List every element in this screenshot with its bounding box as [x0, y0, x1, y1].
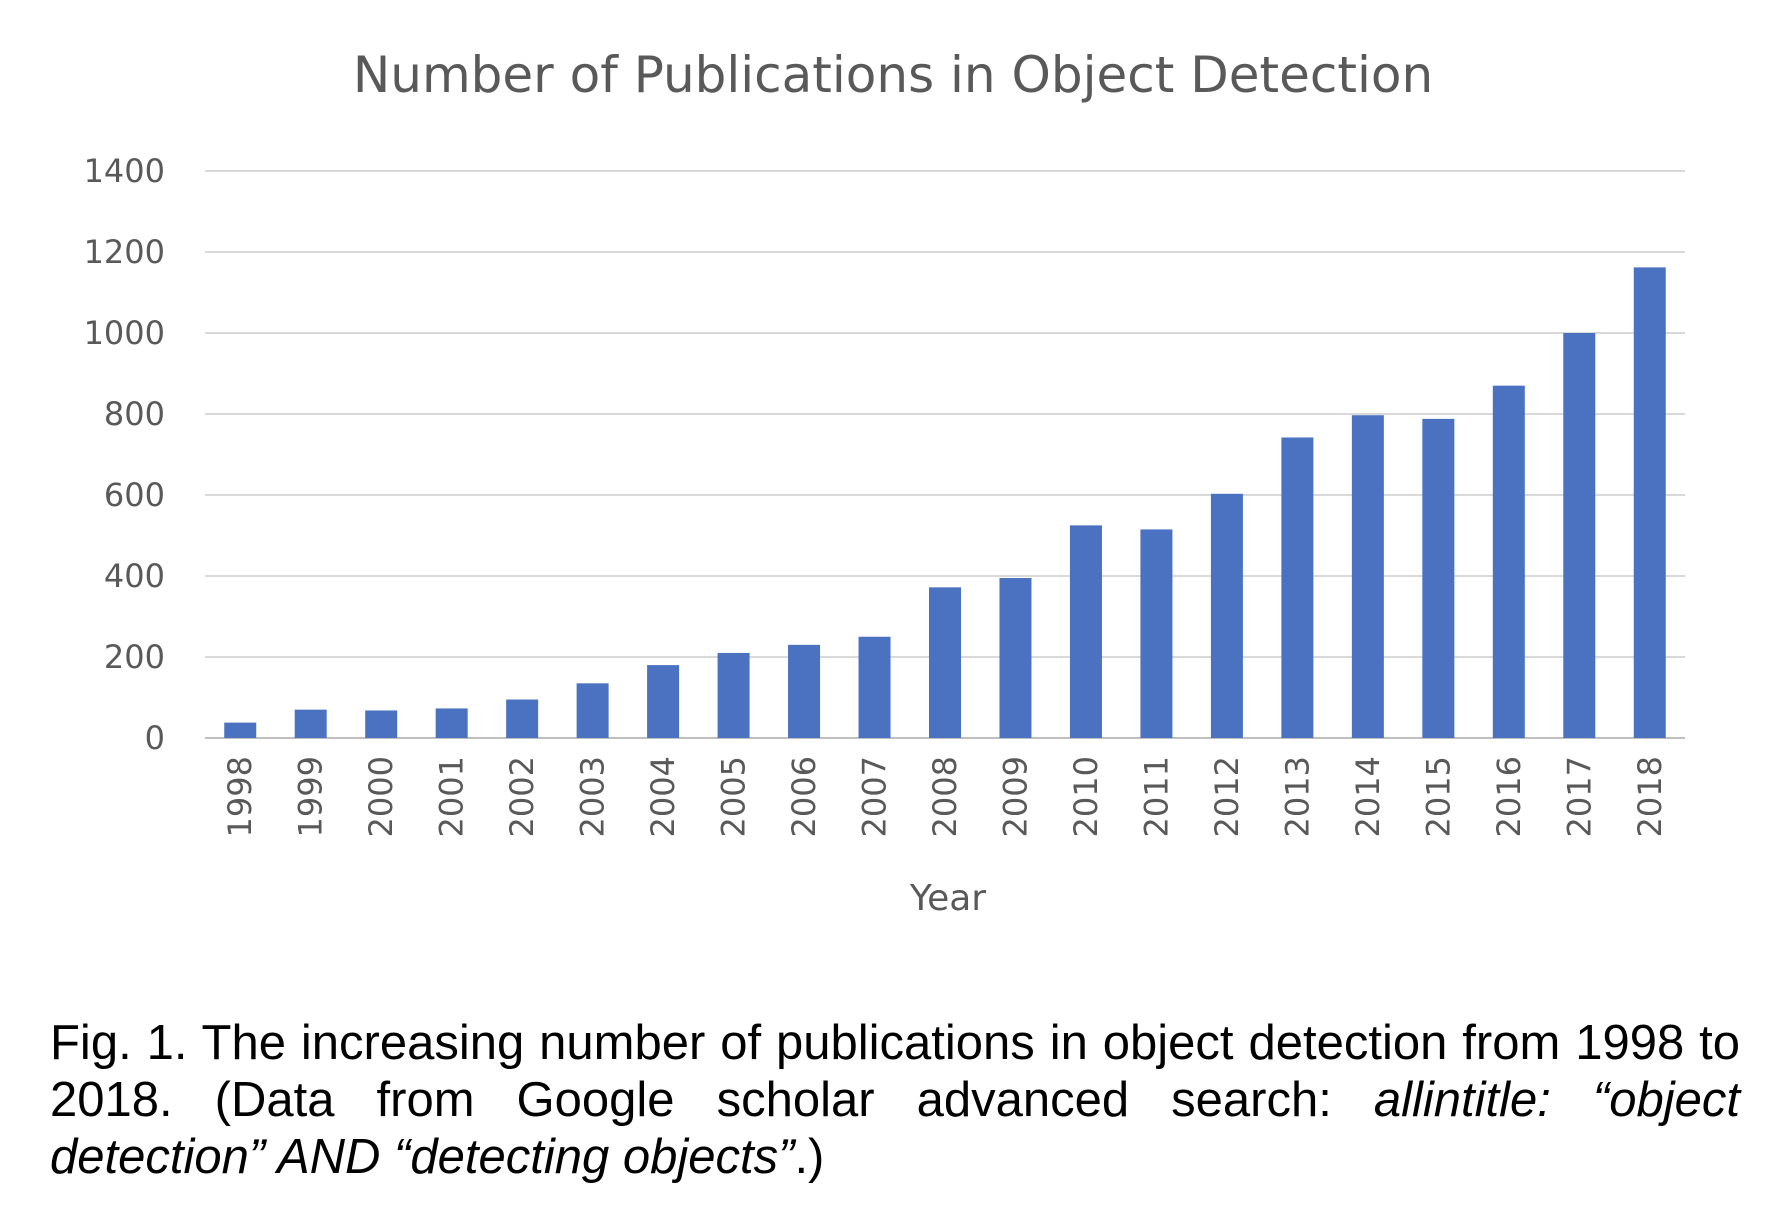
y-tick-label: 1000: [84, 314, 165, 352]
bar-2000: [365, 710, 398, 738]
x-tick-label: 2010: [1067, 756, 1105, 837]
x-tick-label: 2014: [1349, 756, 1387, 837]
caption-end: .): [794, 1130, 825, 1184]
x-tick-label: 2005: [715, 756, 753, 837]
bar-2016: [1492, 385, 1525, 738]
gridlines: [205, 170, 1685, 739]
bar-2002: [506, 699, 539, 738]
x-tick-label: 2015: [1419, 756, 1457, 837]
bar-2018: [1633, 267, 1666, 738]
y-tick-label: 0: [145, 719, 165, 757]
x-tick-label: 2002: [503, 756, 541, 837]
y-tick-label: 400: [104, 557, 165, 595]
bar-chart: Number of Publications in Object Detecti…: [84, 46, 1685, 919]
x-tick-label: 2008: [926, 756, 964, 837]
bar-2014: [1351, 415, 1384, 738]
x-tick-label: 2004: [644, 756, 682, 837]
bar-2005: [717, 652, 750, 738]
bar-2003: [576, 683, 609, 738]
x-tick-label: 2012: [1208, 756, 1246, 837]
y-axis-ticks: 0 200 400 600 800 1000 1200 1400: [84, 152, 165, 757]
x-tick-label: 2009: [996, 756, 1034, 837]
y-tick-label: 800: [104, 395, 165, 433]
bar-2004: [647, 665, 680, 738]
figure-caption: Fig. 1. The increasing number of publica…: [50, 1015, 1740, 1186]
bar-2007: [858, 636, 891, 738]
y-tick-label: 1200: [84, 233, 165, 271]
bars: [224, 267, 1666, 738]
x-tick-label: 2017: [1560, 756, 1598, 837]
caption-text: Fig. 1. The increasing number of publica…: [50, 1016, 1740, 1127]
bar-2011: [1140, 529, 1173, 738]
bar-2001: [435, 708, 468, 738]
x-tick-label: 2006: [785, 756, 823, 837]
bar-2013: [1281, 437, 1314, 738]
x-tick-label: 2013: [1278, 756, 1316, 837]
x-axis-title: Year: [909, 878, 986, 919]
x-tick-label: 1999: [292, 756, 330, 837]
x-axis-ticks: 1998 1999 2000 2001 2002 2003 2004 2005 2006 2007…: [221, 756, 1669, 837]
y-tick-label: 200: [104, 638, 165, 676]
y-tick-label: 600: [104, 476, 165, 514]
bar-1999: [294, 709, 327, 738]
bar-2012: [1210, 493, 1243, 738]
x-tick-label: 2001: [433, 756, 471, 837]
chart-title: Number of Publications in Object Detecti…: [353, 46, 1433, 104]
x-tick-label: 2000: [362, 756, 400, 837]
x-tick-label: 2003: [574, 756, 612, 837]
bar-2006: [788, 644, 821, 738]
bar-2009: [999, 578, 1032, 738]
bar-1998: [224, 722, 257, 738]
bar-2015: [1422, 418, 1455, 738]
x-tick-label: 2007: [856, 756, 894, 837]
bar-2017: [1563, 333, 1596, 738]
x-tick-label: 2018: [1631, 756, 1669, 837]
bar-2008: [929, 587, 961, 738]
caption-query: allintitle: “object detection” AND “dete…: [50, 1073, 1740, 1184]
y-tick-label: 1400: [84, 152, 165, 190]
x-tick-label: 2016: [1490, 756, 1528, 837]
x-tick-label: 2011: [1137, 756, 1175, 837]
x-tick-label: 1998: [221, 756, 259, 837]
bar-2010: [1069, 525, 1102, 738]
